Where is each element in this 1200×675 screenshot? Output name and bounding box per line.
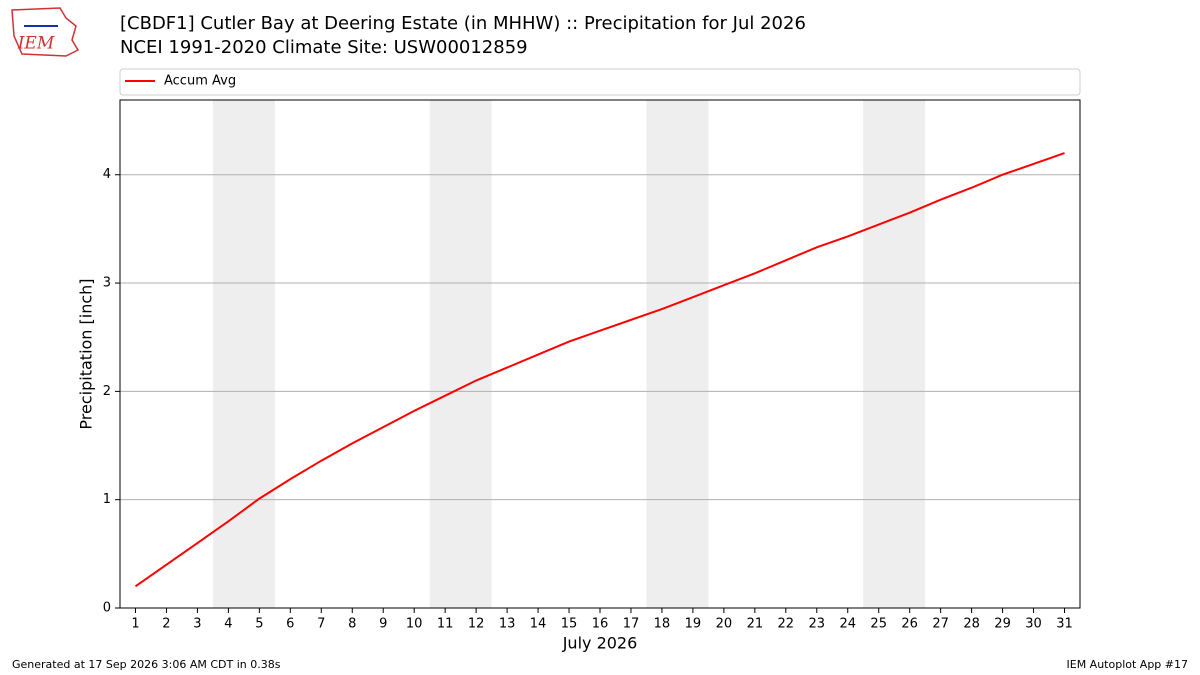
legend-box [119, 68, 1081, 96]
x-tick-label: 16 [592, 617, 609, 632]
x-tick-label: 5 [255, 617, 263, 632]
x-tick-label: 2 [162, 617, 170, 632]
weekend-shade [212, 100, 275, 608]
x-tick-label: 30 [1025, 617, 1042, 632]
x-tick-label: 28 [963, 617, 980, 632]
plot-frame [119, 99, 1081, 609]
y-tick-label: 0 [103, 601, 111, 616]
x-tick-label: 9 [379, 617, 387, 632]
x-tick-label: 19 [685, 617, 702, 632]
x-tick-label: 7 [317, 617, 325, 632]
x-tick-label: 8 [348, 617, 356, 632]
logo: IEM [11, 7, 80, 57]
logo-text: IEM [17, 34, 55, 54]
x-tick-label: 15 [561, 617, 578, 632]
footer-left: Generated at 17 Sep 2026 3:06 AM CDT in … [12, 658, 281, 671]
weekend-shade [429, 100, 492, 608]
legend-label: Accum Avg [164, 74, 236, 89]
y-tick-label: 1 [103, 492, 111, 507]
weekend-shade [646, 100, 709, 608]
x-tick-label: 12 [468, 617, 485, 632]
x-tick-label: 31 [1056, 617, 1073, 632]
y-tick-label: 4 [103, 167, 111, 182]
x-tick-label: 29 [994, 617, 1011, 632]
x-tick-label: 17 [623, 617, 640, 632]
x-tick-label: 26 [901, 617, 918, 632]
x-tick-label: 21 [747, 617, 764, 632]
x-tick-label: 1 [131, 617, 139, 632]
x-tick-label: 27 [932, 617, 949, 632]
y-tick-label: 3 [103, 276, 111, 291]
x-tick-label: 13 [499, 617, 516, 632]
chart-subtitle: NCEI 1991-2020 Climate Site: USW00012859 [120, 37, 528, 58]
x-tick-label: 10 [406, 617, 423, 632]
x-tick-label: 4 [224, 617, 232, 632]
data-line [134, 152, 1065, 588]
x-tick-label: 6 [286, 617, 294, 632]
x-tick-label: 18 [654, 617, 671, 632]
x-tick-label: 25 [870, 617, 887, 632]
x-tick-label: 24 [839, 617, 856, 632]
x-axis-label: July 2026 [562, 634, 638, 653]
footer-right: IEM Autoplot App #17 [1067, 658, 1189, 671]
logo-outline [11, 7, 80, 57]
y-tick-label: 2 [103, 384, 111, 399]
weekend-shade [863, 100, 926, 608]
x-tick-label: 11 [437, 617, 454, 632]
x-tick-label: 14 [530, 617, 547, 632]
x-tick-label: 23 [809, 617, 826, 632]
chart-title: [CBDF1] Cutler Bay at Deering Estate (in… [120, 13, 806, 34]
x-tick-label: 20 [716, 617, 733, 632]
y-axis-label: Precipitation [inch] [77, 278, 96, 429]
x-tick-label: 3 [193, 617, 201, 632]
x-tick-label: 22 [778, 617, 795, 632]
